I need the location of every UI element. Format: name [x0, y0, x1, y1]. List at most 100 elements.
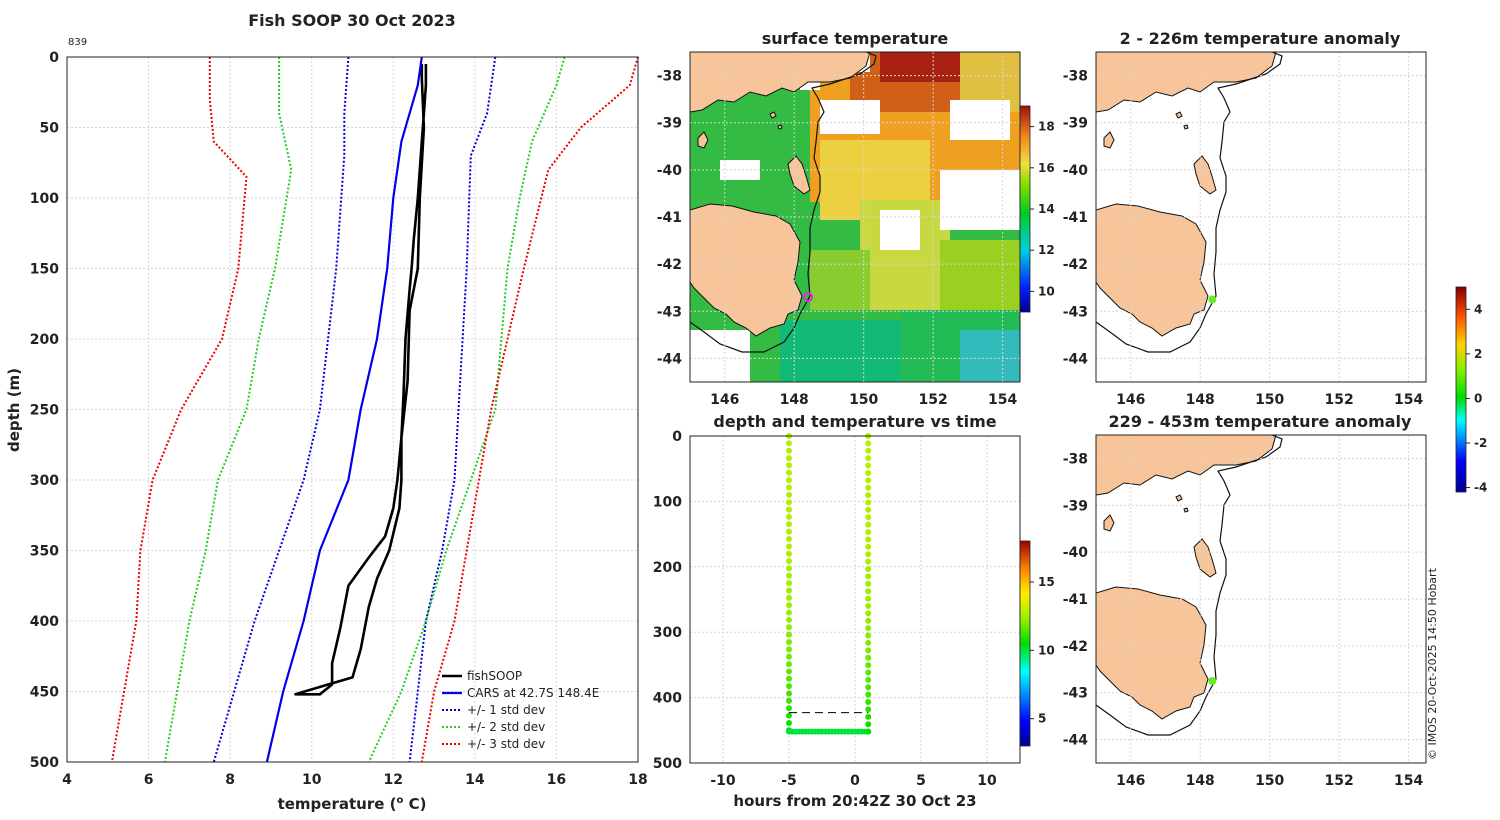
x-tick-label: -5: [781, 773, 797, 789]
depth-time-y-ticks: 0 100 200 300 400 500: [653, 429, 682, 772]
depth-time-point: [865, 728, 872, 735]
anomaly-upper-title: 2 - 226m temperature anomaly: [1120, 29, 1401, 48]
colorbar-tick-label: 18: [1038, 120, 1055, 134]
depth-time-point: [786, 697, 792, 704]
y-tick-label: -41: [657, 210, 682, 226]
y-tick-label: -43: [657, 304, 682, 320]
y-tick-label: 250: [30, 403, 59, 419]
sst-colorbar: [1019, 105, 1031, 313]
x-tick-label: 150: [1255, 392, 1284, 408]
depth-time-point: [865, 684, 872, 691]
y-tick-label: -44: [1063, 733, 1089, 749]
y-tick-label: -40: [1063, 545, 1089, 561]
depth-time-point: [865, 440, 872, 447]
colorbar-tick-label: 10: [1038, 643, 1055, 657]
depth-time-x-ticks: -10 -5 0 5 10: [710, 773, 997, 789]
y-tick-label: 400: [653, 691, 682, 707]
y-tick-label: -38: [1063, 451, 1088, 467]
depth-time-point: [786, 528, 792, 535]
anomaly-lower-land: [1096, 435, 1283, 736]
depth-time-point: [786, 653, 792, 660]
y-tick-label: -38: [1063, 69, 1088, 85]
x-tick-label: 152: [1325, 392, 1354, 408]
x-tick-label: 150: [849, 392, 878, 408]
depth-time-point: [786, 491, 792, 498]
depth-time-point: [786, 631, 792, 638]
y-tick-label: 50: [40, 121, 60, 137]
y-tick-label: -40: [1063, 163, 1089, 179]
x-tick-label: 10: [302, 772, 322, 788]
depth-time-point: [786, 675, 792, 682]
y-tick-label: 350: [30, 544, 59, 560]
depth-time-point: [865, 662, 872, 669]
depth-time-point: [865, 536, 872, 543]
series-cars-at-42-7s-148-4e: [265, 56, 423, 763]
y-tick-label: 200: [653, 560, 682, 576]
depth-time-point: [865, 713, 872, 720]
y-tick-label: 100: [653, 494, 682, 510]
depth-time-point: [786, 536, 792, 543]
x-tick-label: 12: [384, 772, 403, 788]
series--3-std-dev-upper: [420, 56, 639, 763]
x-tick-label: 8: [225, 772, 235, 788]
depth-time-point: [786, 683, 792, 690]
depth-time-point: [786, 543, 792, 550]
x-tick-label: 146: [1116, 773, 1145, 789]
y-tick-label: 300: [653, 625, 682, 641]
depth-time-point: [865, 699, 872, 706]
y-tick-label: -38: [657, 69, 682, 85]
y-tick-label: 0: [672, 429, 682, 445]
depth-time-point: [865, 610, 872, 617]
anomaly-lower-grid: [1096, 435, 1426, 763]
colorbar-tick-label: 0: [1474, 391, 1482, 405]
y-tick-label: -43: [1063, 304, 1088, 320]
y-tick-label: -44: [1063, 351, 1089, 367]
depth-time-x-label: hours from 20:42Z 30 Oct 23: [733, 792, 976, 810]
depth-time-point: [786, 661, 792, 668]
y-tick-label: 500: [30, 755, 59, 771]
y-tick-label: -44: [657, 351, 683, 367]
depth-time-grid: [690, 435, 1020, 764]
depth-time-point: [865, 691, 872, 698]
depth-time-point: [865, 573, 872, 580]
depth-time-point: [786, 513, 792, 520]
anomaly-upper-x-ticks: 146 148 150 152 154: [1116, 392, 1423, 408]
colorbar-tick-label: 15: [1038, 575, 1055, 589]
depth-time-point: [865, 529, 872, 536]
legend-label-cars: CARS at 42.7S 148.4E: [467, 686, 599, 700]
depth-time-point: [865, 506, 872, 513]
anomaly-upper-land: [1096, 52, 1283, 353]
x-tick-label: 154: [988, 392, 1017, 408]
profile-x-label: temperature (o C): [278, 795, 427, 813]
depth-time-point: [865, 617, 872, 624]
depth-time-panel: depth and temperature vs time -10 -5 0 5 10 …: [653, 412, 1055, 810]
x-tick-label: 150: [1255, 773, 1284, 789]
depth-time-point: [865, 632, 872, 639]
y-tick-label: 100: [30, 191, 59, 207]
depth-time-point: [786, 594, 792, 601]
colorbar-tick-label: 12: [1038, 243, 1055, 257]
depth-time-point: [786, 469, 792, 476]
x-tick-label: 148: [1186, 773, 1215, 789]
depth-time-point: [786, 719, 792, 726]
depth-time-point: [786, 572, 792, 579]
y-tick-label: -42: [657, 257, 682, 273]
y-tick-label: -42: [1063, 639, 1088, 655]
sst-title: surface temperature: [762, 29, 949, 48]
depth-time-point: [865, 639, 872, 646]
x-tick-label: 152: [1325, 773, 1354, 789]
colorbar-tick-label: 2: [1474, 347, 1482, 361]
anomaly-upper-grid: [1096, 52, 1426, 382]
anomaly-upper-panel: 2 - 226m temperature anomaly 146 148 150 15…: [1063, 29, 1427, 408]
anomaly-upper-marker: [1208, 295, 1217, 304]
x-tick-label: 10: [977, 773, 997, 789]
depth-time-point: [865, 551, 872, 558]
depth-time-point: [786, 558, 792, 565]
depth-time-point: [786, 565, 792, 572]
colorbar-tick-label: 16: [1038, 161, 1055, 175]
depth-time-point: [865, 602, 872, 609]
depth-time-colorbar-ticks: 5 10 15: [1030, 575, 1055, 726]
y-tick-label: -39: [1063, 498, 1088, 514]
legend-label-std3: +/- 3 std dev: [467, 737, 545, 751]
depth-time-colorbar: [1019, 540, 1031, 747]
